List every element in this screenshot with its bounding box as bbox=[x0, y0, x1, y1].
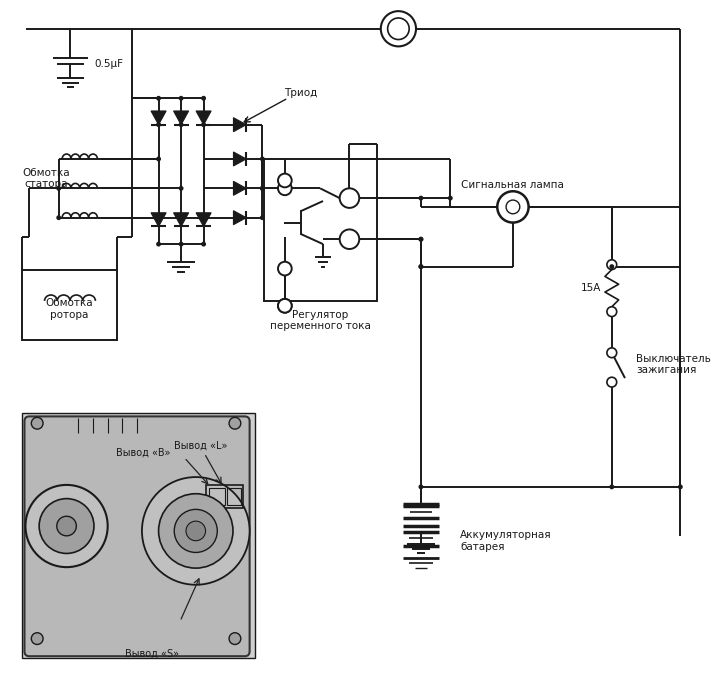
Text: Сигнальная лампа: Сигнальная лампа bbox=[462, 181, 564, 190]
Circle shape bbox=[607, 306, 617, 317]
Text: B: B bbox=[394, 23, 403, 36]
Circle shape bbox=[201, 96, 206, 101]
Circle shape bbox=[607, 348, 617, 358]
Circle shape bbox=[178, 241, 183, 246]
Circle shape bbox=[178, 122, 183, 127]
Circle shape bbox=[57, 516, 76, 536]
Circle shape bbox=[278, 181, 291, 195]
Circle shape bbox=[25, 485, 108, 567]
Text: Обмотка
статора: Обмотка статора bbox=[22, 168, 70, 189]
Circle shape bbox=[178, 96, 183, 101]
Circle shape bbox=[448, 196, 452, 200]
Circle shape bbox=[159, 494, 233, 568]
Text: 0.5μF: 0.5μF bbox=[94, 59, 123, 69]
Polygon shape bbox=[196, 111, 211, 124]
Circle shape bbox=[607, 378, 617, 387]
Circle shape bbox=[418, 237, 423, 241]
Circle shape bbox=[31, 633, 43, 644]
Polygon shape bbox=[233, 152, 247, 166]
Text: Регулятор
переменного тока: Регулятор переменного тока bbox=[270, 310, 370, 331]
Polygon shape bbox=[233, 211, 247, 224]
Circle shape bbox=[39, 499, 94, 553]
Circle shape bbox=[278, 299, 291, 313]
Polygon shape bbox=[22, 413, 254, 658]
Circle shape bbox=[418, 196, 423, 200]
Circle shape bbox=[418, 237, 423, 241]
Polygon shape bbox=[233, 181, 247, 196]
Circle shape bbox=[156, 96, 161, 101]
Circle shape bbox=[340, 229, 360, 249]
Circle shape bbox=[260, 186, 265, 191]
Circle shape bbox=[57, 215, 61, 220]
Circle shape bbox=[260, 215, 265, 220]
Circle shape bbox=[278, 299, 291, 313]
Text: S: S bbox=[346, 234, 353, 244]
Circle shape bbox=[381, 11, 416, 47]
Polygon shape bbox=[173, 213, 189, 226]
Circle shape bbox=[186, 521, 206, 541]
Circle shape bbox=[31, 417, 43, 429]
Circle shape bbox=[609, 264, 614, 269]
Circle shape bbox=[229, 633, 241, 644]
Circle shape bbox=[607, 260, 617, 269]
Circle shape bbox=[497, 192, 529, 222]
Text: E: E bbox=[282, 263, 288, 274]
Text: Вывод «L»: Вывод «L» bbox=[174, 440, 228, 451]
Circle shape bbox=[201, 241, 206, 246]
Circle shape bbox=[156, 241, 161, 246]
Circle shape bbox=[201, 215, 206, 220]
Circle shape bbox=[260, 186, 265, 191]
Circle shape bbox=[609, 484, 614, 489]
Circle shape bbox=[201, 122, 206, 127]
FancyBboxPatch shape bbox=[25, 417, 249, 656]
Polygon shape bbox=[151, 111, 166, 124]
Polygon shape bbox=[233, 118, 247, 132]
Circle shape bbox=[178, 186, 183, 191]
Circle shape bbox=[278, 262, 291, 276]
Text: 15A: 15A bbox=[581, 283, 601, 293]
Polygon shape bbox=[173, 111, 189, 124]
Circle shape bbox=[174, 510, 218, 553]
Circle shape bbox=[506, 200, 520, 214]
Circle shape bbox=[278, 174, 291, 187]
Text: Вывод «B»: Вывод «B» bbox=[115, 447, 170, 458]
Circle shape bbox=[678, 484, 683, 489]
Circle shape bbox=[418, 484, 423, 489]
Circle shape bbox=[418, 264, 423, 269]
Circle shape bbox=[418, 264, 423, 269]
Circle shape bbox=[57, 186, 61, 191]
Circle shape bbox=[142, 477, 249, 585]
Circle shape bbox=[388, 18, 409, 40]
Circle shape bbox=[156, 122, 161, 127]
Text: Вывод «S»: Вывод «S» bbox=[125, 648, 179, 658]
Circle shape bbox=[229, 417, 241, 429]
Text: L: L bbox=[347, 193, 352, 203]
Polygon shape bbox=[196, 213, 211, 226]
Polygon shape bbox=[151, 213, 166, 226]
Circle shape bbox=[260, 157, 265, 161]
Text: Триод: Триод bbox=[284, 88, 317, 98]
Text: Обмотка
ротора: Обмотка ротора bbox=[46, 298, 94, 319]
Circle shape bbox=[156, 157, 161, 161]
Circle shape bbox=[340, 188, 360, 208]
Text: Выключатель
зажигания: Выключатель зажигания bbox=[637, 354, 711, 376]
Text: Аккумуляторная
батарея: Аккумуляторная батарея bbox=[460, 530, 552, 551]
